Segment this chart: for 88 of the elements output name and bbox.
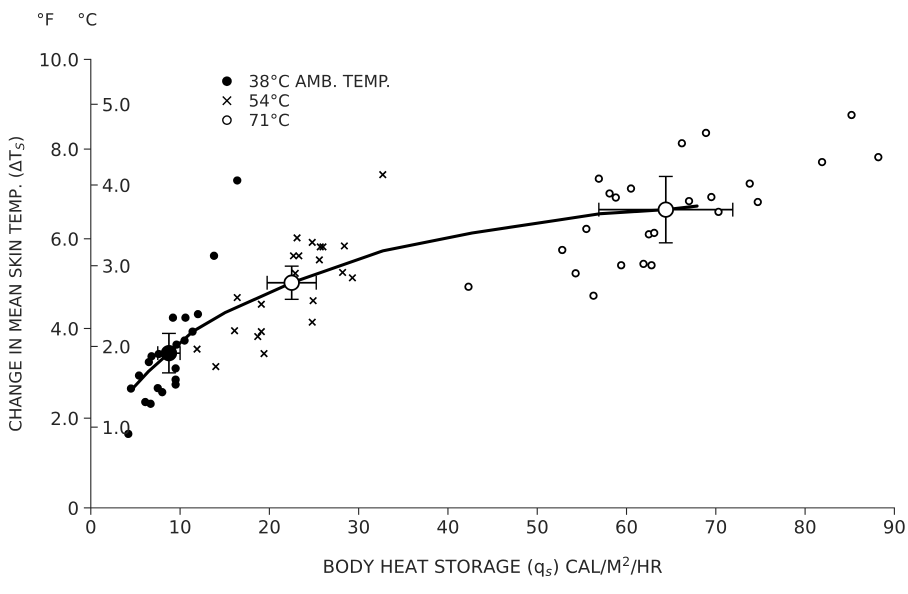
point [589, 292, 598, 300]
x-tick-label: 20 [259, 520, 280, 534]
point [316, 242, 324, 251]
x-tick-label: 30 [348, 520, 369, 534]
point [181, 314, 190, 322]
y2-tick-label: 5.0 [103, 98, 130, 112]
y-tick-label: 8.0 [52, 142, 78, 156]
y2-tick-label: 1.0 [104, 420, 130, 434]
point [144, 358, 153, 366]
point [702, 128, 710, 138]
point [194, 310, 202, 318]
text: °F [38, 13, 54, 26]
x-tick-label: 60 [616, 520, 637, 534]
point [612, 193, 620, 202]
point [171, 364, 180, 373]
y-tick-label: 2.0 [52, 412, 78, 426]
point [254, 332, 262, 341]
point [650, 228, 658, 238]
point [647, 261, 656, 270]
point [684, 196, 694, 206]
point [284, 274, 300, 291]
point [180, 336, 189, 345]
x-tick-label: 90 [884, 520, 905, 534]
legend-label: 54°C [250, 94, 289, 107]
point [874, 153, 882, 162]
point [188, 327, 197, 336]
point [147, 352, 156, 360]
point [338, 268, 347, 277]
point [558, 246, 566, 254]
point [168, 314, 178, 322]
point [192, 345, 202, 354]
x-tick-label: 50 [527, 520, 548, 534]
y-tick-label: 0 [68, 501, 78, 515]
point [754, 198, 762, 206]
point [847, 110, 856, 120]
point [126, 384, 136, 393]
point [212, 362, 220, 371]
x-tick-label: 10 [170, 520, 190, 534]
point [678, 139, 686, 148]
x-axis-title: BODY HEAT STORAGE (q$_{s}$) CAL/M$^{2}$/HR [324, 556, 662, 577]
x-tick-label: 0 [86, 520, 96, 534]
x-tick-label: 80 [794, 520, 816, 534]
point [230, 326, 239, 335]
x-tick-label: 40 [437, 520, 458, 534]
point [308, 238, 316, 246]
point [292, 234, 302, 242]
legend-label: 38°C AMB. TEMP. [250, 74, 389, 88]
point [146, 400, 155, 408]
y-tick-label: 4.0 [51, 322, 78, 336]
y-axis-title: CHANGE IN MEAN SKIN TEMP. (ΔT$_{S}$) [8, 137, 24, 431]
point [464, 282, 473, 291]
y2-tick-label: 3.0 [103, 259, 130, 273]
legend-label: 71°C [250, 114, 289, 126]
x-tick-label: 70 [706, 520, 726, 534]
point [308, 318, 316, 326]
point [233, 293, 242, 302]
y2-tick-label: 2.0 [103, 340, 130, 354]
point [639, 260, 648, 268]
point [617, 261, 626, 270]
point [707, 192, 716, 202]
point [818, 158, 826, 166]
point [714, 208, 723, 216]
point [257, 300, 266, 308]
point [605, 189, 614, 198]
text: °C [78, 13, 96, 26]
point [658, 201, 674, 218]
y2-tick-label: 4.0 [102, 178, 130, 192]
point [172, 340, 181, 349]
point [134, 371, 144, 380]
y-tick-label: 10.0 [40, 52, 78, 67]
point [309, 296, 318, 305]
point [626, 184, 636, 193]
point [210, 252, 218, 260]
point [260, 350, 268, 358]
point [340, 242, 348, 250]
point [315, 256, 324, 264]
point [746, 179, 754, 188]
point [378, 170, 387, 179]
point [160, 344, 178, 362]
point [582, 224, 591, 234]
point [233, 176, 242, 185]
point [594, 174, 604, 183]
y-tick-label: 6.0 [52, 232, 78, 246]
point [571, 269, 580, 278]
point [348, 274, 356, 282]
point [318, 242, 328, 251]
point [158, 388, 166, 396]
point [257, 328, 266, 336]
